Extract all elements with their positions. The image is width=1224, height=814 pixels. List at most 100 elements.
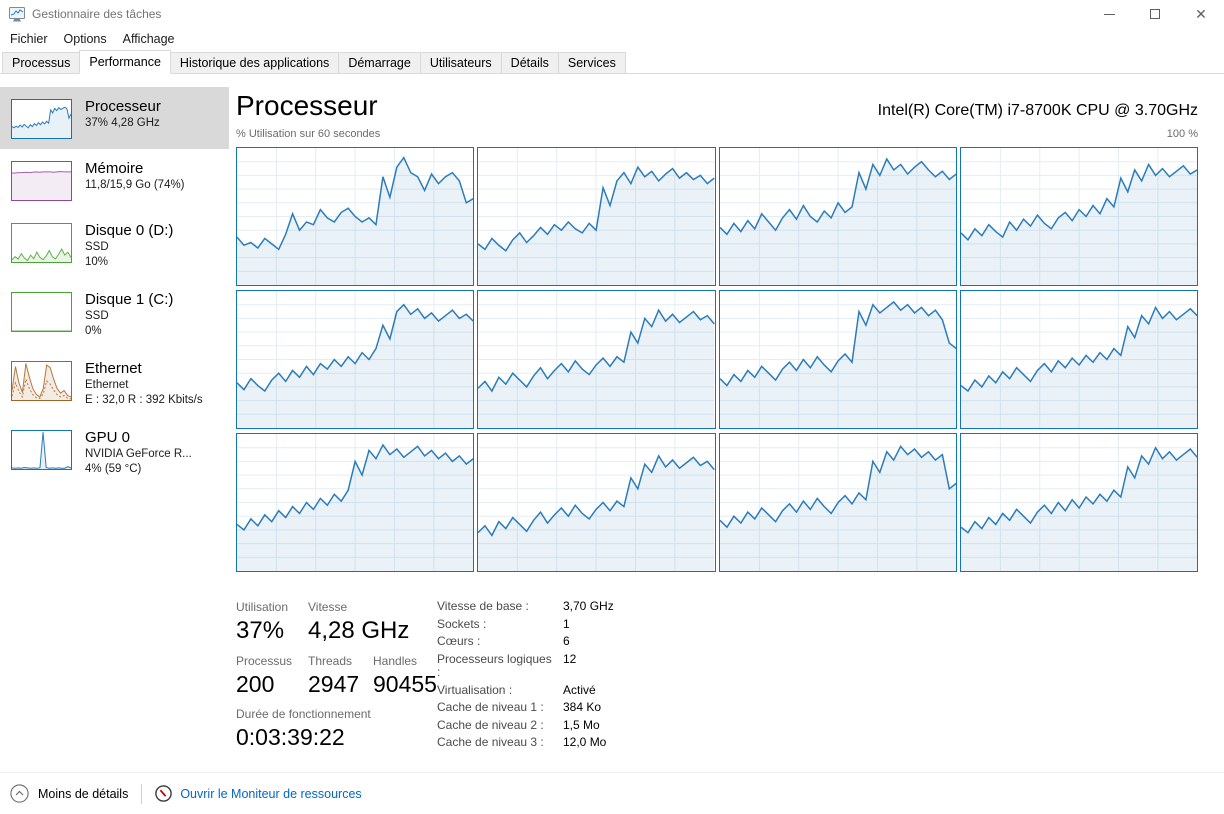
uptime-stat: Durée de fonctionnement 0:03:39:22 bbox=[236, 707, 437, 751]
stat-threads: Threads 2947 bbox=[308, 654, 373, 698]
axis-label-max: 100 % bbox=[1166, 128, 1198, 140]
memory-labels: Mémoire 11,8/15,9 Go (74%) bbox=[85, 159, 185, 193]
detail-value: 6 bbox=[563, 634, 570, 648]
tab-services[interactable]: Services bbox=[557, 52, 626, 73]
open-resource-monitor-label: Ouvrir le Moniteur de ressources bbox=[180, 786, 362, 801]
maximize-icon bbox=[1150, 9, 1160, 19]
stat-label: Processus bbox=[236, 654, 293, 668]
disk1-mini-chart bbox=[11, 292, 72, 332]
detail-label: Cœurs : bbox=[437, 634, 481, 648]
less-details-label: Moins de détails bbox=[38, 786, 129, 801]
disk0-mini-chart bbox=[11, 223, 72, 263]
window-controls: ✕ bbox=[1086, 0, 1224, 28]
cpu-logical-processor-graph-5[interactable] bbox=[477, 290, 716, 429]
disk0-title: Disque 0 (D:) bbox=[85, 222, 174, 239]
tab-processus[interactable]: Processus bbox=[2, 52, 81, 73]
ethernet-subtitle: E : 32,0 R : 392 Kbits/s bbox=[85, 394, 203, 406]
cpu-mini-chart bbox=[11, 99, 72, 139]
chart-axis-labels: % Utilisation sur 60 secondes 100 % bbox=[236, 128, 1198, 143]
stats-row-2: Processus 200 Threads 2947 Handles 90455 bbox=[236, 654, 437, 698]
cpu-logical-processor-graph-0[interactable] bbox=[236, 147, 475, 286]
footer-divider bbox=[141, 783, 143, 804]
open-resource-monitor-link[interactable]: Ouvrir le Moniteur de ressources bbox=[155, 785, 362, 802]
page-title: Processeur bbox=[236, 90, 378, 121]
content-area: Processeur 37% 4,28 GHz Mémoire 11,8/15,9 G… bbox=[0, 74, 1224, 772]
stat-label: Threads bbox=[308, 654, 353, 668]
stat-value: 2947 bbox=[308, 671, 360, 697]
tab-d-tails[interactable]: Détails bbox=[500, 52, 559, 73]
sidebar-item-disk1[interactable]: Disque 1 (C:) SSD 0% bbox=[0, 280, 229, 349]
cpu-panel-header: Processeur Intel(R) Core(TM) i7-8700K CP… bbox=[236, 88, 1198, 124]
sidebar-item-gpu[interactable]: GPU 0 NVIDIA GeForce R... 4% (59 °C) bbox=[0, 418, 229, 487]
title-bar: Gestionnaire des tâches ✕ bbox=[0, 0, 1224, 28]
detail-label: Cache de niveau 3 : bbox=[437, 735, 544, 749]
uptime-label: Durée de fonctionnement bbox=[236, 707, 371, 721]
stat-value: 200 bbox=[236, 671, 275, 697]
minimize-button[interactable] bbox=[1086, 0, 1132, 28]
cpu-labels: Processeur 37% 4,28 GHz bbox=[85, 97, 161, 131]
maximize-button[interactable] bbox=[1132, 0, 1178, 28]
stat-label: Vitesse bbox=[308, 600, 348, 614]
menu-item-affichage[interactable]: Affichage bbox=[122, 32, 175, 46]
axis-label-utilisation: % Utilisation sur 60 secondes bbox=[236, 128, 381, 140]
detail-value: 12,0 Mo bbox=[563, 735, 607, 749]
disk1-subtitle: 0% bbox=[85, 325, 102, 337]
memory-subtitle: 11,8/15,9 Go (74%) bbox=[85, 179, 185, 191]
cpu-logical-processor-graph-3[interactable] bbox=[959, 147, 1198, 286]
disk1-labels: Disque 1 (C:) SSD 0% bbox=[85, 290, 173, 339]
logical-processor-chart-grid bbox=[236, 147, 1198, 572]
detail-value: 384 Ko bbox=[563, 700, 602, 714]
tab-d-marrage[interactable]: Démarrage bbox=[338, 52, 421, 73]
task-manager-app-icon bbox=[9, 6, 25, 21]
ethernet-subtitle: Ethernet bbox=[85, 379, 129, 391]
resource-monitor-gauge-icon bbox=[155, 785, 173, 802]
detail-label: Virtualisation : bbox=[437, 682, 513, 697]
stat-processus: Processus 200 bbox=[236, 654, 308, 698]
detail-label: Sockets : bbox=[437, 616, 487, 631]
stat-value: 90455 bbox=[373, 671, 437, 697]
disk0-labels: Disque 0 (D:) SSD 10% bbox=[85, 221, 173, 270]
cpu-logical-processor-graph-11[interactable] bbox=[959, 433, 1198, 572]
cpu-stats: Utilisation 37% Vitesse 4,28 GHz Processus 2… bbox=[236, 599, 1198, 751]
cpu-model-name: Intel(R) Core(TM) i7-8700K CPU @ 3.70GHz bbox=[877, 102, 1198, 119]
less-details-button[interactable]: Moins de détails bbox=[10, 784, 128, 803]
detail-label: Vitesse de base : bbox=[437, 599, 529, 613]
memory-title: Mémoire bbox=[85, 160, 144, 177]
menu-item-options[interactable]: Options bbox=[63, 32, 107, 46]
gpu-subtitle: 4% (59 °C) bbox=[85, 463, 142, 475]
disk0-subtitle: 10% bbox=[85, 256, 109, 268]
cpu-logical-processor-graph-8[interactable] bbox=[236, 433, 475, 572]
tab-performance[interactable]: Performance bbox=[79, 50, 171, 74]
tab-historique-des-applications[interactable]: Historique des applications bbox=[169, 52, 340, 73]
close-button[interactable]: ✕ bbox=[1178, 0, 1224, 28]
sidebar-item-memory[interactable]: Mémoire 11,8/15,9 Go (74%) bbox=[0, 149, 229, 211]
gpu-subtitle: NVIDIA GeForce R... bbox=[85, 448, 192, 460]
sidebar-item-ethernet[interactable]: Ethernet Ethernet E : 32,0 R : 392 Kbits/s bbox=[0, 349, 229, 418]
status-bar: Moins de détails Ouvrir le Moniteur de r… bbox=[0, 772, 1224, 814]
stats-row-1: Utilisation 37% Vitesse 4,28 GHz bbox=[236, 600, 437, 645]
menu-bar: Fichier Options Affichage bbox=[0, 28, 1224, 50]
cpu-logical-processor-graph-9[interactable] bbox=[477, 433, 716, 572]
cpu-logical-processor-graph-1[interactable] bbox=[477, 147, 716, 286]
cpu-logical-processor-graph-4[interactable] bbox=[236, 290, 475, 429]
cpu-logical-processor-graph-6[interactable] bbox=[718, 290, 957, 429]
ethernet-title: Ethernet bbox=[85, 360, 142, 377]
cpu-details-list: Vitesse de base : 3,70 GHz Sockets : 1 Cœurs… bbox=[437, 599, 614, 751]
cpu-logical-processor-graph-2[interactable] bbox=[718, 147, 957, 286]
cpu-logical-processor-graph-7[interactable] bbox=[959, 290, 1198, 429]
minimize-icon bbox=[1103, 13, 1115, 15]
sidebar-item-disk0[interactable]: Disque 0 (D:) SSD 10% bbox=[0, 211, 229, 280]
menu-item-fichier[interactable]: Fichier bbox=[10, 32, 48, 46]
gpu-title: GPU 0 bbox=[85, 429, 131, 446]
stat-value: 37% bbox=[236, 617, 285, 644]
disk1-subtitle: SSD bbox=[85, 310, 109, 322]
detail-value: Activé bbox=[563, 682, 596, 697]
cpu-logical-processor-graph-10[interactable] bbox=[718, 433, 957, 572]
cpu-subtitle: 37% 4,28 GHz bbox=[85, 117, 160, 129]
sidebar-item-cpu[interactable]: Processeur 37% 4,28 GHz bbox=[0, 87, 229, 149]
tab-utilisateurs[interactable]: Utilisateurs bbox=[419, 52, 502, 73]
stat-value: 4,28 GHz bbox=[308, 617, 410, 644]
stat-utilisation: Utilisation 37% bbox=[236, 600, 308, 645]
disk0-subtitle: SSD bbox=[85, 241, 109, 253]
close-icon: ✕ bbox=[1195, 6, 1207, 22]
